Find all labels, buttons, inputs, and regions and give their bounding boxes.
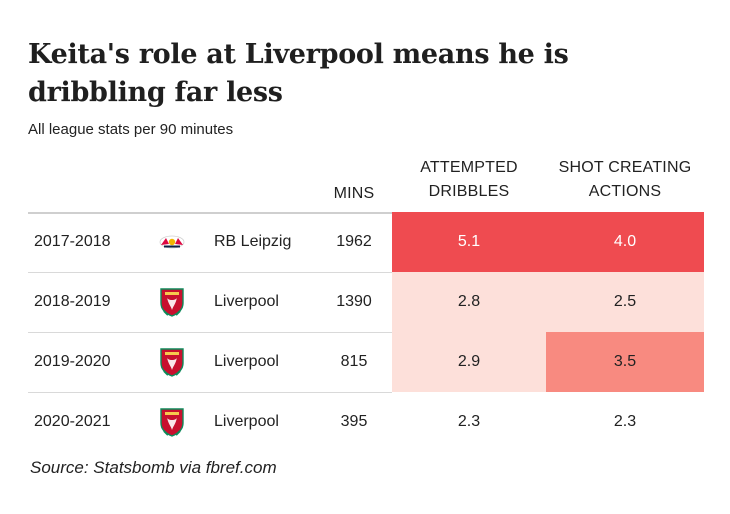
chart-title: Keita's role at Liverpool means he is dr…: [28, 39, 569, 108]
club-cell: Liverpool: [214, 413, 279, 430]
table-row: 2018-2019 Liverpool 1390 2.8 2.5: [28, 272, 704, 332]
header-sca-line1: SHOT CREATING: [558, 159, 692, 176]
club-cell: RB Leipzig: [214, 233, 292, 250]
rb-leipzig-crest-icon: [156, 226, 188, 258]
dribbles-cell: 2.3: [392, 392, 546, 452]
row-divider: [28, 272, 704, 273]
liverpool-crest-icon: [156, 286, 188, 318]
mins-cell: 1962: [336, 233, 372, 250]
mins-cell: 395: [340, 413, 368, 430]
table-row: 2019-2020 Liverpool 815 2.9 3.5: [28, 332, 704, 392]
header-dribbles-line1: ATTEMPTED: [420, 159, 518, 176]
sca-cell: 2.5: [546, 272, 704, 332]
row-divider: [28, 212, 704, 214]
table-row: 2017-2018 RB Leipzig 1962 5.1 4.0: [28, 212, 704, 272]
row-divider: [28, 392, 704, 393]
chart-subtitle: All league stats per 90 minutes: [28, 121, 234, 138]
sca-cell: 2.3: [546, 392, 704, 452]
dribbles-cell: 5.1: [392, 212, 546, 272]
liverpool-crest-icon: [156, 346, 188, 378]
season-cell: 2020-2021: [34, 413, 111, 430]
dribbles-cell: 2.9: [392, 332, 546, 392]
source-note: Source: Statsbomb via fbref.com: [30, 458, 277, 477]
club-cell: Liverpool: [214, 293, 279, 310]
mins-cell: 1390: [336, 293, 372, 310]
header-sca: SHOT CREATING ACTIONS: [546, 156, 704, 204]
liverpool-crest-icon: [156, 406, 188, 438]
header-dribbles-line2: DRIBBLES: [428, 183, 510, 200]
mins-cell: 815: [340, 353, 368, 370]
season-cell: 2018-2019: [34, 293, 111, 310]
header-mins: MINS: [333, 185, 375, 202]
header-sca-line2: ACTIONS: [588, 183, 662, 200]
sca-cell: 4.0: [546, 212, 704, 272]
header-dribbles: ATTEMPTED DRIBBLES: [392, 156, 546, 204]
dribbles-cell: 2.8: [392, 272, 546, 332]
row-divider: [28, 332, 704, 333]
sca-cell: 3.5: [546, 332, 704, 392]
season-cell: 2019-2020: [34, 353, 111, 370]
club-cell: Liverpool: [214, 353, 279, 370]
season-cell: 2017-2018: [34, 233, 111, 250]
table-row: 2020-2021 Liverpool 395 2.3 2.3: [28, 392, 704, 452]
